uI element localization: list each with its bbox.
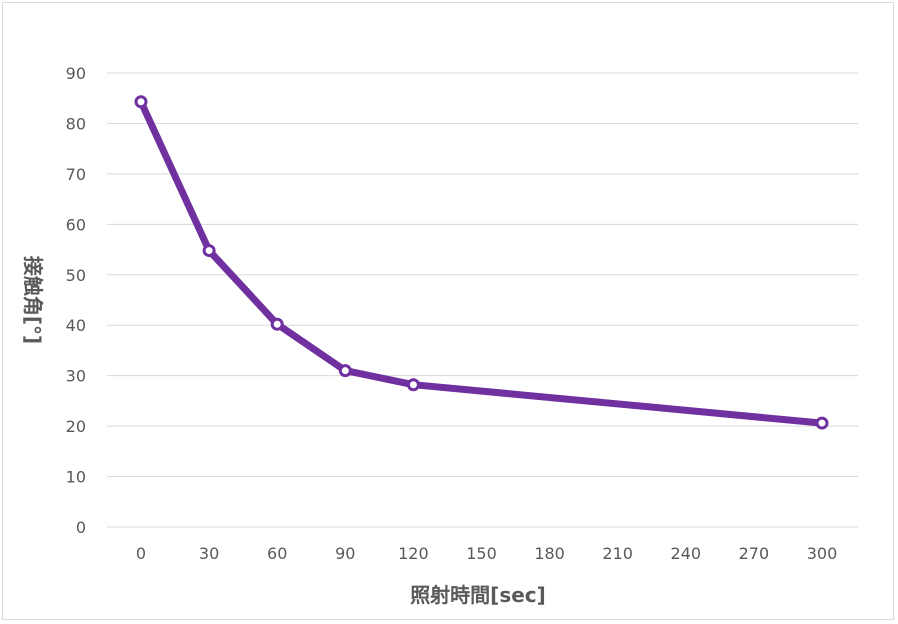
y-tick-label: 70 [66,165,86,184]
data-point [815,416,829,430]
gridlines [107,72,858,528]
data-point [270,317,284,331]
x-tick-label: 300 [807,544,838,563]
y-tick-label: 80 [66,114,86,133]
y-tick-label: 20 [66,417,86,436]
y-tick-label: 0 [76,518,86,537]
data-point [406,378,420,392]
y-tick-label: 50 [66,266,86,285]
x-axis-ticks: 0 30 60 90 120 150 180 210 240 270 300 [136,544,837,563]
y-axis-title: 接触角[°] [21,256,45,344]
series-line [137,98,826,427]
x-axis-title: 照射時間[sec] [410,583,546,607]
x-tick-label: 90 [335,544,355,563]
x-tick-label: 270 [739,544,770,563]
y-tick-label: 10 [66,468,86,487]
y-tick-label: 30 [66,367,86,386]
x-tick-label: 150 [466,544,497,563]
x-tick-label: 240 [671,544,702,563]
y-tick-label: 90 [66,64,86,83]
x-tick-label: 180 [534,544,565,563]
y-tick-label: 40 [66,316,86,335]
x-tick-label: 30 [199,544,219,563]
data-point [202,244,216,258]
data-point [338,364,352,378]
x-tick-label: 60 [267,544,287,563]
data-point [134,95,148,109]
y-tick-label: 60 [66,215,86,234]
series-group [134,95,829,430]
x-tick-label: 0 [136,544,146,563]
x-tick-label: 210 [602,544,633,563]
y-axis-ticks: 0 10 20 30 40 50 60 70 80 90 [66,64,86,537]
x-tick-label: 120 [398,544,429,563]
